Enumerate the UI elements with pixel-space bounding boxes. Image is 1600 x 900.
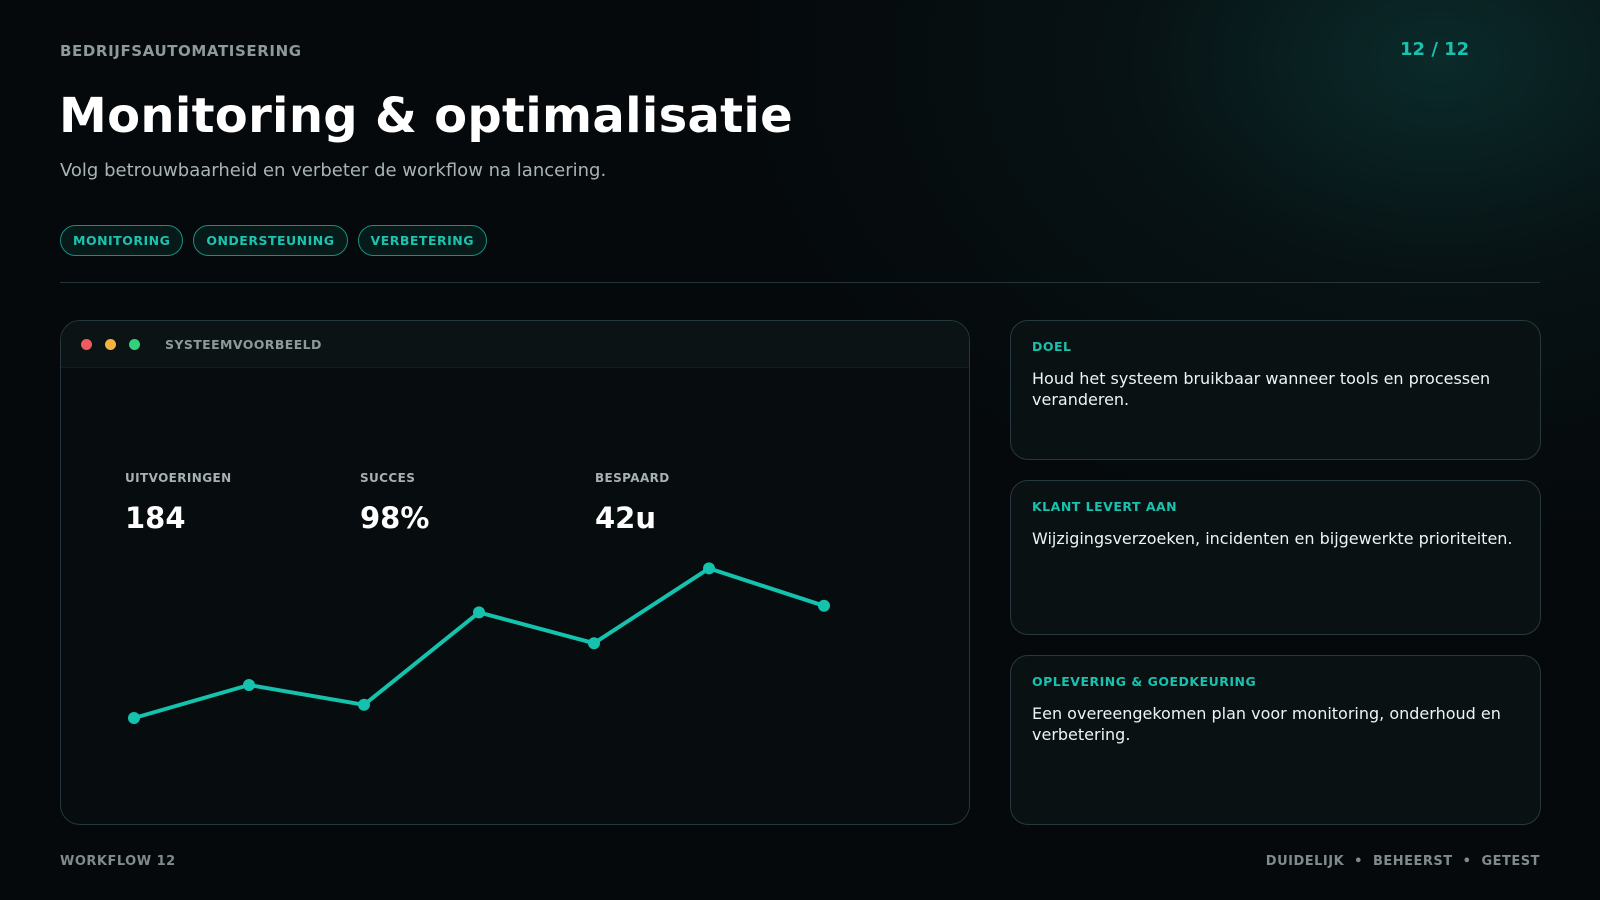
page-subtitle: Volg betrouwbaarheid en verbeter de work…: [60, 160, 607, 181]
eyebrow: BEDRIJFSAUTOMATISERING: [60, 42, 302, 60]
card-text: Een overeengekomen plan voor monitoring,…: [1032, 704, 1501, 744]
card-klant-levert-aan: KLANT LEVERT AAN Wijzigingsverzoeken, in…: [1010, 480, 1541, 635]
window-titlebar: SYSTEEMVOORBEELD: [61, 321, 969, 368]
data-point: [703, 562, 715, 575]
data-point: [358, 698, 370, 711]
minimize-dot-icon[interactable]: [105, 338, 116, 350]
stat-uitvoeringen: UITVOERINGEN 184: [125, 471, 232, 535]
footer-keywords: DUIDELIJK • BEHEERST • GETEST: [1266, 854, 1540, 869]
maximize-dot-icon[interactable]: [129, 338, 140, 350]
footer-workflow: WORKFLOW 12: [60, 854, 176, 869]
tag-list: MONITORING ONDERSTEUNING VERBETERING: [60, 225, 487, 256]
stat-label: SUCCES: [360, 471, 416, 485]
page-title: Monitoring & optimalisatie: [59, 88, 793, 144]
stat-value: 42u: [595, 501, 657, 535]
footer-separator: •: [1354, 854, 1363, 869]
card-label: KLANT LEVERT AAN: [1032, 499, 1178, 514]
divider: [60, 282, 1540, 283]
system-preview-window: SYSTEEMVOORBEELD UITVOERINGEN 184 SUCCES…: [60, 320, 970, 825]
window-title: SYSTEEMVOORBEELD: [165, 336, 322, 352]
data-point: [818, 599, 830, 612]
stat-label: BESPAARD: [595, 471, 670, 485]
series-line: [132, 566, 826, 720]
stat-succes: SUCCES 98%: [360, 471, 429, 535]
data-point: [243, 679, 255, 691]
stat-bespaard: BESPAARD 42u: [595, 471, 670, 535]
card-text: Wijzigingsverzoeken, incidenten en bijge…: [1032, 529, 1513, 548]
footer-keyword: BEHEERST: [1372, 854, 1453, 869]
stat-label: UITVOERINGEN: [125, 471, 232, 485]
stat-value: 184: [125, 501, 186, 535]
card-text: Houd het systeem bruikbaar wanneer tools…: [1032, 369, 1491, 409]
tag-ondersteuning: ONDERSTEUNING: [193, 225, 348, 256]
close-dot-icon[interactable]: [81, 338, 92, 350]
stat-value: 98%: [360, 501, 430, 535]
footer-keyword: GETEST: [1481, 854, 1540, 869]
card-doel: DOEL Houd het systeem bruikbaar wanneer …: [1010, 320, 1541, 460]
page-counter: 12 / 12: [1400, 39, 1470, 60]
trend-line-chart: [128, 562, 830, 724]
card-label: OPLEVERING & GOEDKEURING: [1032, 674, 1257, 689]
card-label: DOEL: [1032, 339, 1072, 354]
card-oplevering: OPLEVERING & GOEDKEURING Een overeengeko…: [1010, 655, 1541, 825]
tag-verbetering: VERBETERING: [357, 225, 487, 256]
data-point: [473, 606, 485, 619]
tag-monitoring: MONITORING: [60, 225, 184, 256]
footer-separator: •: [1462, 854, 1472, 869]
footer-keyword: DUIDELIJK: [1265, 854, 1345, 869]
data-point: [588, 637, 600, 650]
data-point: [128, 712, 140, 724]
